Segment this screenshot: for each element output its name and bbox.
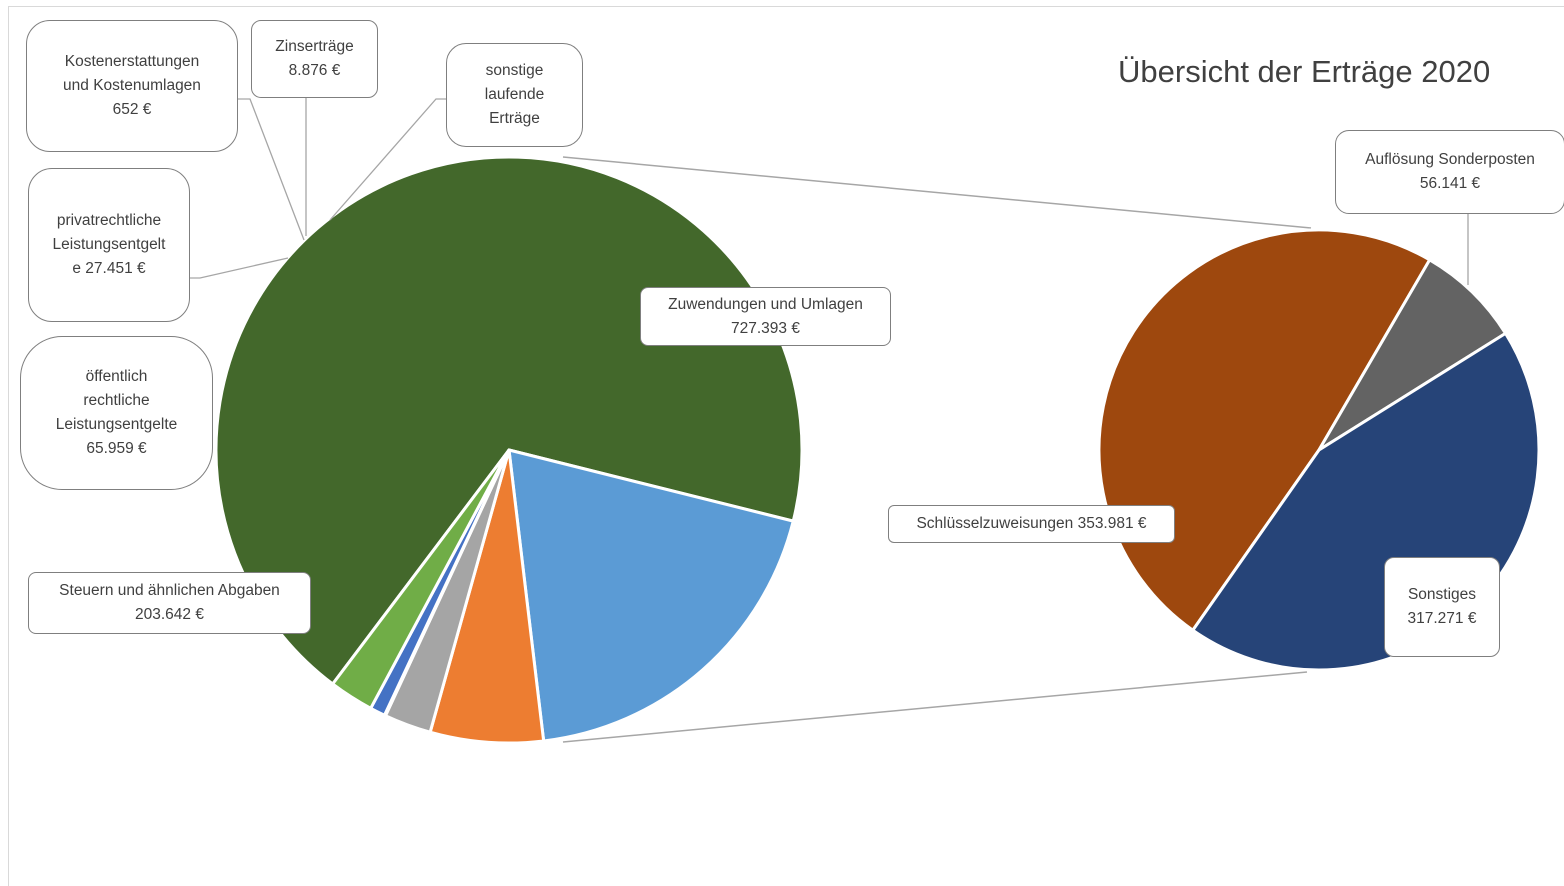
data-label-line: Steuern und ähnlichen Abgaben bbox=[59, 582, 280, 599]
leader-line-sonstige bbox=[329, 98, 446, 221]
data-label-zuwendungen: Zuwendungen und Umlagen 727.393 € bbox=[640, 287, 891, 346]
data-label-zins: Zinserträge 8.876 € bbox=[251, 20, 378, 98]
data-label-line: 317.271 € bbox=[1407, 610, 1477, 627]
data-label-line: laufende bbox=[484, 86, 545, 103]
secondary-pie-slice-schluessel bbox=[1097, 228, 1432, 632]
secondary-pie-slice-aufloesung bbox=[1317, 258, 1508, 452]
data-label-line: 56.141 € bbox=[1419, 175, 1481, 192]
data-label-sonstiges: Sonstiges 317.271 € bbox=[1384, 557, 1500, 657]
data-label-line: und Kostenumlagen bbox=[63, 77, 201, 94]
data-label-line: 203.642 € bbox=[135, 606, 204, 623]
data-label-sonstige: sonstige laufende Erträge bbox=[446, 43, 583, 147]
pie-slice-sonstige bbox=[331, 448, 511, 710]
connector-line-bottom bbox=[562, 671, 1308, 743]
data-label-line: sonstige bbox=[485, 62, 544, 79]
data-label-line: Schlüsselzuweisungen 353.981 € bbox=[916, 515, 1147, 532]
data-label-line: Erträge bbox=[489, 110, 540, 127]
data-label-line: öffentlich bbox=[85, 368, 148, 385]
data-label-line: e 27.451 € bbox=[72, 260, 146, 277]
chart-title: Übersicht der Erträge 2020 bbox=[1118, 54, 1491, 89]
data-label-steuern: Steuern und ähnlichen Abgaben 203.642 € bbox=[28, 572, 311, 634]
data-label-line: 8.876 € bbox=[288, 62, 341, 79]
data-label-oeffentlich: öffentlich rechtliche Leistungsentgelte 65.… bbox=[20, 336, 213, 490]
data-label-line: rechtliche bbox=[83, 392, 150, 409]
leader-line-privat bbox=[190, 257, 289, 279]
data-label-line: Leistungsentgelte bbox=[55, 416, 178, 433]
leader-line-kosten bbox=[238, 98, 305, 241]
data-label-line: Auflösung Sonderposten bbox=[1365, 151, 1535, 168]
data-label-line: 727.393 € bbox=[731, 319, 800, 337]
data-label-line: Leistungsentgelt bbox=[52, 236, 166, 253]
data-label-line: Kostenerstattungen bbox=[64, 53, 200, 70]
pie-slice-steuern bbox=[507, 448, 795, 743]
chart-frame bbox=[8, 6, 1564, 886]
data-label-line: Sonstiges bbox=[1407, 586, 1477, 603]
data-label-line: 652 € bbox=[112, 101, 152, 118]
data-label-line: Zuwendungen und Umlagen bbox=[668, 295, 863, 313]
data-label-line: privatrechtliche bbox=[56, 212, 162, 229]
data-label-line: 65.959 € bbox=[86, 440, 147, 457]
data-label-aufloesung: Auflösung Sonderposten 56.141 € bbox=[1335, 130, 1564, 214]
data-label-schluessel: Schlüsselzuweisungen 353.981 € bbox=[888, 505, 1175, 543]
pie-slice-oeffentlich bbox=[428, 448, 546, 745]
connector-line-top bbox=[562, 156, 1312, 229]
data-label-kosten: Kostenerstattungen und Kostenumlagen 652 € bbox=[26, 20, 238, 152]
data-label-line: Zinserträge bbox=[275, 38, 354, 55]
data-label-privat: privatrechtliche Leistungsentgelt e 27.451… bbox=[28, 168, 190, 322]
